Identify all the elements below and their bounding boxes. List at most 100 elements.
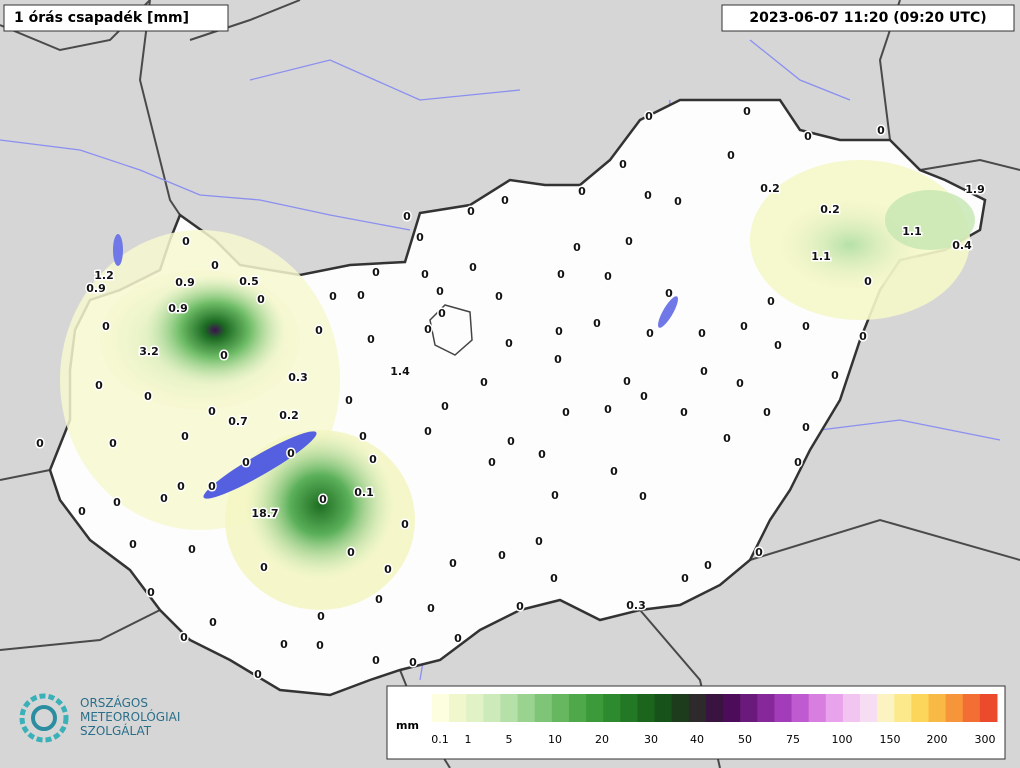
legend-tick-label: 200 [927,733,948,746]
legend-unit: mm [396,719,419,732]
legend-tick-label: 300 [975,733,996,746]
station-value: 0 [372,654,380,667]
station-value: 0 [755,546,763,559]
timestamp: 2023-06-07 11:20 (09:20 UTC) [749,10,986,26]
station-value: 0.9 [175,276,195,289]
colorbar-swatch [568,694,587,722]
station-value: 0 [329,290,337,303]
station-value: 0 [557,268,565,281]
colorbar-swatch [466,694,484,722]
station-value: 0 [424,425,432,438]
station-value: 0 [357,289,365,302]
station-value: 0 [347,546,355,559]
legend-tick-label: 10 [548,733,562,746]
station-value: 0 [551,489,559,502]
station-value: 0 [740,320,748,333]
station-value: 0 [645,110,653,123]
station-value: 0 [507,435,515,448]
station-value: 0 [774,339,782,352]
station-value: 0 [625,235,633,248]
station-value: 0 [644,189,652,202]
station-value: 0.4 [952,239,972,252]
colorbar-swatch [825,694,844,722]
colorbar-swatch [877,694,895,722]
station-value: 0 [727,149,735,162]
station-value: 0 [359,430,367,443]
logo-text: METEOROLÓGIAI [80,709,180,724]
title-box: 1 órás csapadék [mm] [3,4,229,32]
colorbar-swatch [740,694,758,722]
station-value: 0 [211,259,219,272]
colorbar-swatch [620,694,638,722]
station-value: 1.9 [965,183,985,196]
station-value: 0 [242,456,250,469]
colorbar-swatch [860,694,878,722]
station-value: 0 [516,600,524,613]
station-value: 0 [555,325,563,338]
colorbar-swatch [517,694,536,722]
station-value: 1.1 [902,225,922,238]
station-value: 0 [182,235,190,248]
station-value: 0 [403,210,411,223]
station-value: 0 [495,290,503,303]
station-value: 0 [208,480,216,493]
station-value: 0 [573,241,581,254]
colorbar-swatch [534,694,553,722]
colorbar-swatch [586,694,604,722]
station-value: 0 [646,327,654,340]
colorbar-swatch [688,694,707,722]
station-value: 0 [704,559,712,572]
logo-text: ORSZÁGOS [80,695,148,710]
budapest-outline [429,304,473,356]
station-value: 0 [416,231,424,244]
colorbar-swatch [500,694,519,722]
station-value: 0 [723,432,731,445]
station-value: 1.4 [390,365,410,378]
station-value: 0 [700,365,708,378]
station-value: 0 [95,379,103,392]
colorbar-swatch [808,694,827,722]
colorbar-swatch [603,694,621,722]
station-value: 0 [681,572,689,585]
station-value: 0 [316,639,324,652]
colorbar-swatch [449,694,467,722]
legend-tick-label: 30 [644,733,658,746]
station-value: 0 [209,616,217,629]
station-value: 0 [550,572,558,585]
station-value: 0 [384,563,392,576]
station-value: 0 [147,586,155,599]
station-value: 0 [369,453,377,466]
legend-tick-label: 150 [880,733,901,746]
station-value: 0 [280,638,288,651]
legend-tick-label: 0.1 [431,733,449,746]
station-value: 0 [438,307,446,320]
station-value: 0 [610,465,618,478]
station-value: 0 [736,377,744,390]
station-value: 0 [665,287,673,300]
station-value: 0 [538,448,546,461]
station-value: 0.9 [86,282,106,295]
station-value: 0 [640,390,648,403]
legend-tick-label: 1 [465,733,472,746]
legend: mm 0.1 1 5 10 20 30 40 50 75 100 150 200 300 [386,685,1006,760]
colorbar-swatch [911,694,930,722]
station-value: 0 [593,317,601,330]
map-title: 1 órás csapadék [mm] [14,10,189,26]
station-value: 0 [639,490,647,503]
station-value: 0.2 [820,203,840,216]
legend-tick-label: 75 [786,733,800,746]
station-value: 0.2 [760,182,780,195]
station-value: 0 [864,275,872,288]
station-value: 0 [181,430,189,443]
station-value: 0.7 [228,415,248,428]
station-value: 0 [113,496,121,509]
station-value: 0 [436,285,444,298]
station-value: 1.2 [94,269,114,282]
colorbar-swatch [551,694,570,722]
station-value: 0 [877,124,885,137]
station-value: 0 [554,353,562,366]
station-value: 0.3 [288,371,308,384]
colorbar-swatch [928,694,947,722]
lake-ferto [113,234,123,266]
station-value: 18.7 [251,507,278,520]
